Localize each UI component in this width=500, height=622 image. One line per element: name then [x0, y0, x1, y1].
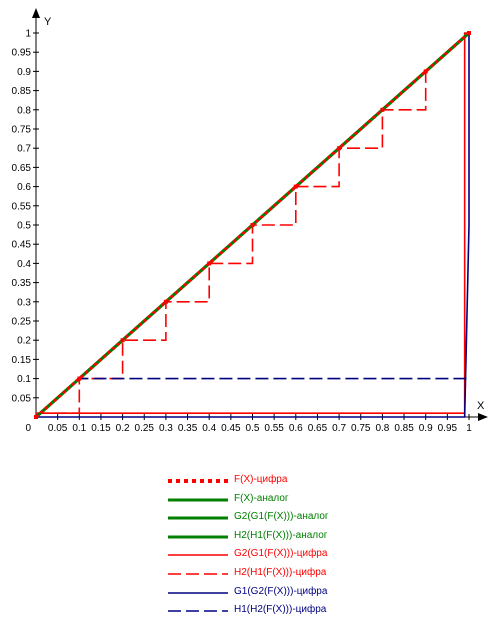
- legend-item: G2(G1(F(X)))-цифра: [168, 547, 388, 566]
- y-tick-label: 0.7: [17, 144, 31, 155]
- legend-label: F(X)-цифра: [234, 474, 288, 485]
- series-1-point: [77, 376, 82, 381]
- y-tick-label: 0.8: [17, 105, 31, 116]
- y-tick-label: 0.35: [12, 278, 32, 289]
- y-tick-label: 0.95: [12, 48, 32, 59]
- legend-swatch: [168, 591, 228, 594]
- x-tick-label: 1: [466, 423, 472, 434]
- legend-item: H2(H1(F(X)))-аналог: [168, 529, 388, 548]
- y-tick-label: 0.55: [12, 201, 32, 212]
- legend-label: G1(G2(F(X)))-цифра: [234, 585, 328, 597]
- x-tick-label: 0.6: [289, 423, 303, 434]
- x-tick-label: 0.15: [91, 423, 111, 434]
- series-line-8: [35, 377, 469, 418]
- chart-legend: F(X)-цифра F(X)-аналог G2(G1(F(X)))-аналог…: [168, 473, 388, 622]
- legend-item: H1(H2(F(X)))-цифра: [168, 603, 388, 622]
- y-tick-label: 0.6: [17, 182, 31, 193]
- x-tick-label: 0.4: [202, 423, 216, 434]
- series-1-point: [337, 146, 342, 151]
- x-tick-label: 0.7: [332, 423, 346, 434]
- x-tick-label: 0.1: [72, 423, 86, 434]
- x-tick-label: 0.9: [419, 423, 433, 434]
- series-1-point: [34, 415, 38, 419]
- x-tick-label: 0.3: [159, 423, 173, 434]
- x-tick-label: 0.75: [351, 423, 371, 434]
- y-tick-label: 0.45: [12, 240, 32, 251]
- legend-label: H2(H1(F(X)))-аналог: [234, 529, 328, 541]
- series-1-point: [120, 338, 125, 343]
- legend-label: G2(G1(F(X)))-цифра: [234, 548, 328, 560]
- legend-swatch: [168, 535, 228, 539]
- y-tick-label: 0.1: [17, 374, 31, 385]
- y-tick-label: 0.2: [17, 336, 31, 347]
- series-1-point: [250, 223, 255, 227]
- series-1-point: [163, 299, 168, 304]
- x-tick-label: 0.35: [178, 423, 198, 434]
- chart-plot: 0.05 0.1 0.15 0.2 0.25 0.3 0.35 0.4 0.45 0.5 0.55 0…: [12, 8, 488, 434]
- legend-item: G2(G1(F(X)))-аналог: [168, 510, 388, 529]
- x-tick-label: 0.85: [394, 423, 414, 434]
- x-tick-label: 0.65: [308, 423, 328, 434]
- y-axis-label: Y: [44, 16, 52, 28]
- origin-label: 0: [25, 423, 31, 434]
- series-1-point: [293, 184, 298, 189]
- y-tick-label: 0.65: [12, 163, 32, 174]
- legend-item: F(X)-аналог: [168, 492, 388, 511]
- y-tick-label: 0.5: [17, 221, 31, 232]
- legend-swatch: [168, 479, 228, 483]
- legend-item: F(X)-цифра: [168, 473, 388, 492]
- legend-label: H1(H2(F(X)))-цифра: [234, 604, 327, 616]
- x-axis-arrow: [478, 413, 488, 421]
- x-tick-label: 0.8: [375, 423, 389, 434]
- x-axis-label: X: [477, 400, 485, 412]
- x-tick-label: 0.05: [48, 423, 68, 434]
- series-1-point: [380, 107, 385, 112]
- legend-item: G1(G2(F(X)))-цифра: [168, 585, 388, 604]
- y-tick-label: 0.85: [12, 86, 32, 97]
- y-axis-arrow: [32, 8, 40, 18]
- chart-axes: 0.05 0.1 0.15 0.2 0.25 0.3 0.35 0.4 0.45 0.5 0.55 0…: [12, 8, 488, 434]
- x-tick-label: 0.25: [135, 423, 155, 434]
- series-line-6: [36, 32, 470, 414]
- legend-label: H2(H1(F(X)))-цифра: [234, 566, 327, 578]
- legend-swatch: [168, 573, 228, 575]
- legend-label: G2(G1(F(X)))-аналог: [234, 511, 329, 523]
- y-tick-label: 1: [25, 29, 31, 40]
- legend-label: F(X)-аналог: [234, 492, 289, 504]
- legend-swatch: [168, 610, 228, 612]
- series-1-point: [467, 31, 471, 35]
- y-tick-label: 0.05: [12, 393, 32, 404]
- series-1-point: [423, 69, 428, 74]
- series-1-point: [207, 261, 212, 266]
- x-tick-label: 0.2: [116, 423, 130, 434]
- y-tick-label: 0.4: [17, 259, 31, 270]
- x-tick-label: 0.95: [438, 423, 458, 434]
- x-tick-label: 0.45: [221, 423, 241, 434]
- y-tick-label: 0.75: [12, 125, 32, 136]
- y-tick-label: 0.3: [17, 297, 31, 308]
- legend-swatch: [168, 554, 228, 557]
- y-tick-label: 0.25: [12, 317, 32, 328]
- x-tick-label: 0.55: [264, 423, 284, 434]
- legend-item: H2(H1(F(X)))-цифра: [168, 566, 388, 585]
- legend-swatch: [168, 516, 228, 520]
- series-line-7: [36, 33, 470, 418]
- legend-swatch: [168, 498, 228, 502]
- y-tick-label: 0.9: [17, 67, 31, 78]
- x-tick-label: 0.5: [246, 423, 260, 434]
- chart-series: [34, 31, 471, 419]
- y-tick-label: 0.15: [12, 355, 32, 366]
